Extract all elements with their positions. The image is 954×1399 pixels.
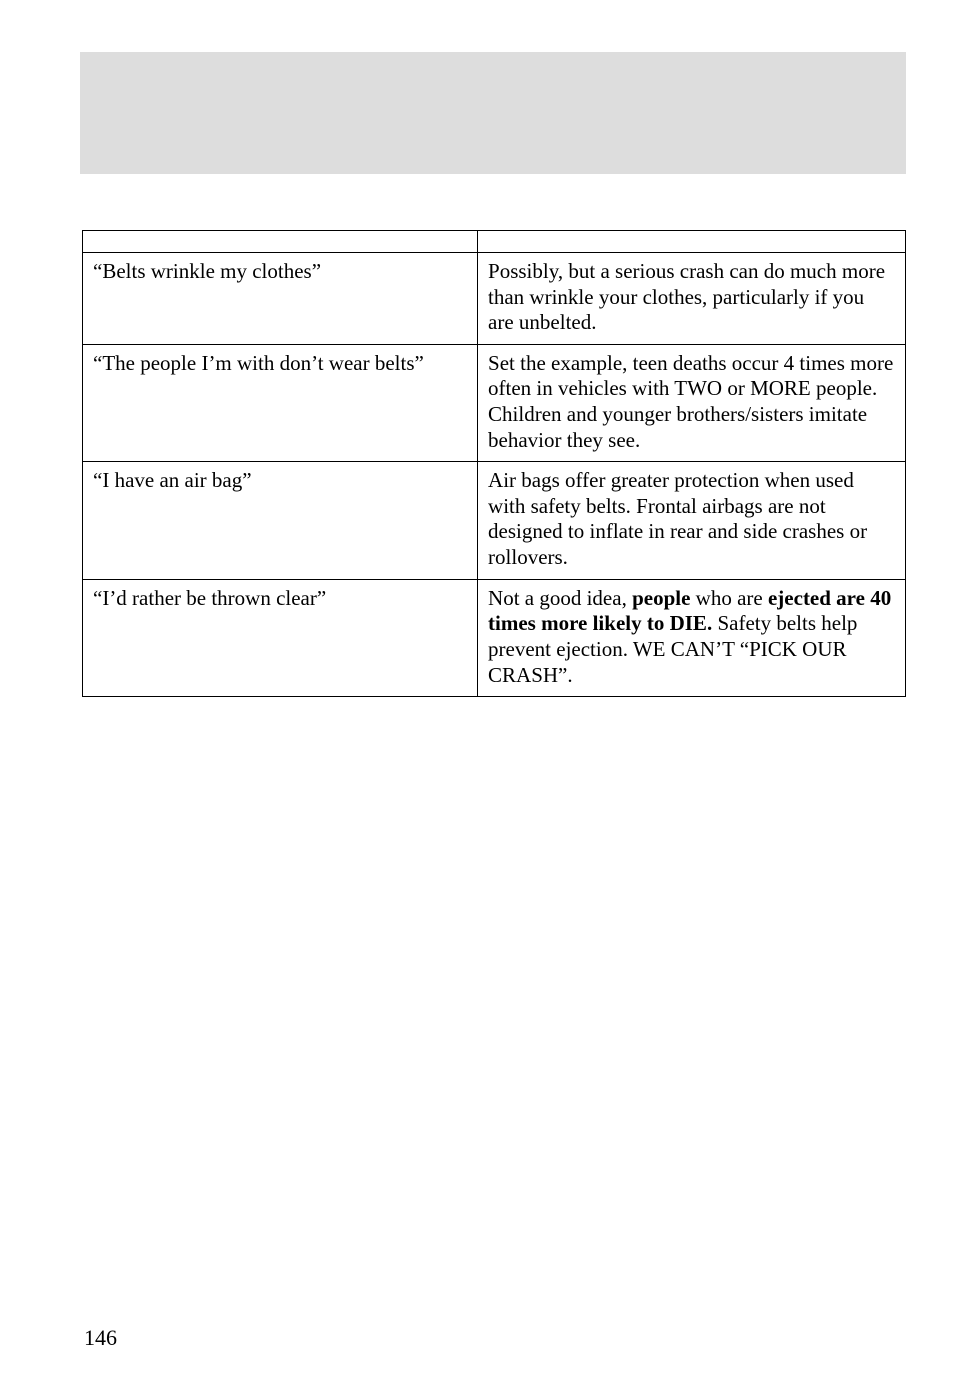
table-header-right [478, 231, 906, 253]
text-segment: Possibly, but a serious crash can do muc… [488, 259, 885, 334]
table-header-left [83, 231, 478, 253]
table-cell-excuse: “I have an air bag” [83, 462, 478, 579]
table-cell-response: Not a good idea, people who are ejected … [478, 579, 906, 696]
text-segment: who are [690, 586, 768, 610]
table-row: “Belts wrinkle my clothes” Possibly, but… [83, 253, 906, 345]
table-cell-excuse: “I’d rather be thrown clear” [83, 579, 478, 696]
table-header-row [83, 231, 906, 253]
table-cell-response: Possibly, but a serious crash can do muc… [478, 253, 906, 345]
table-cell-excuse: “Belts wrinkle my clothes” [83, 253, 478, 345]
header-band [80, 52, 906, 174]
text-segment: Air bags offer greater protection when u… [488, 468, 867, 569]
table-cell-excuse: “The people I’m with don’t wear belts” [83, 344, 478, 461]
table-cell-response: Air bags offer greater protection when u… [478, 462, 906, 579]
text-segment: Not a good idea, [488, 586, 632, 610]
excuses-table: “Belts wrinkle my clothes” Possibly, but… [82, 230, 906, 697]
table-row: “I have an air bag” Air bags offer great… [83, 462, 906, 579]
table-row: “The people I’m with don’t wear belts” S… [83, 344, 906, 461]
table-cell-response: Set the example, teen deaths occur 4 tim… [478, 344, 906, 461]
text-segment: Set the example, teen deaths occur 4 tim… [488, 351, 893, 452]
content-area: “Belts wrinkle my clothes” Possibly, but… [82, 230, 906, 697]
bold-text: people [632, 586, 690, 610]
table-row: “I’d rather be thrown clear” Not a good … [83, 579, 906, 696]
page-number: 146 [84, 1325, 117, 1351]
